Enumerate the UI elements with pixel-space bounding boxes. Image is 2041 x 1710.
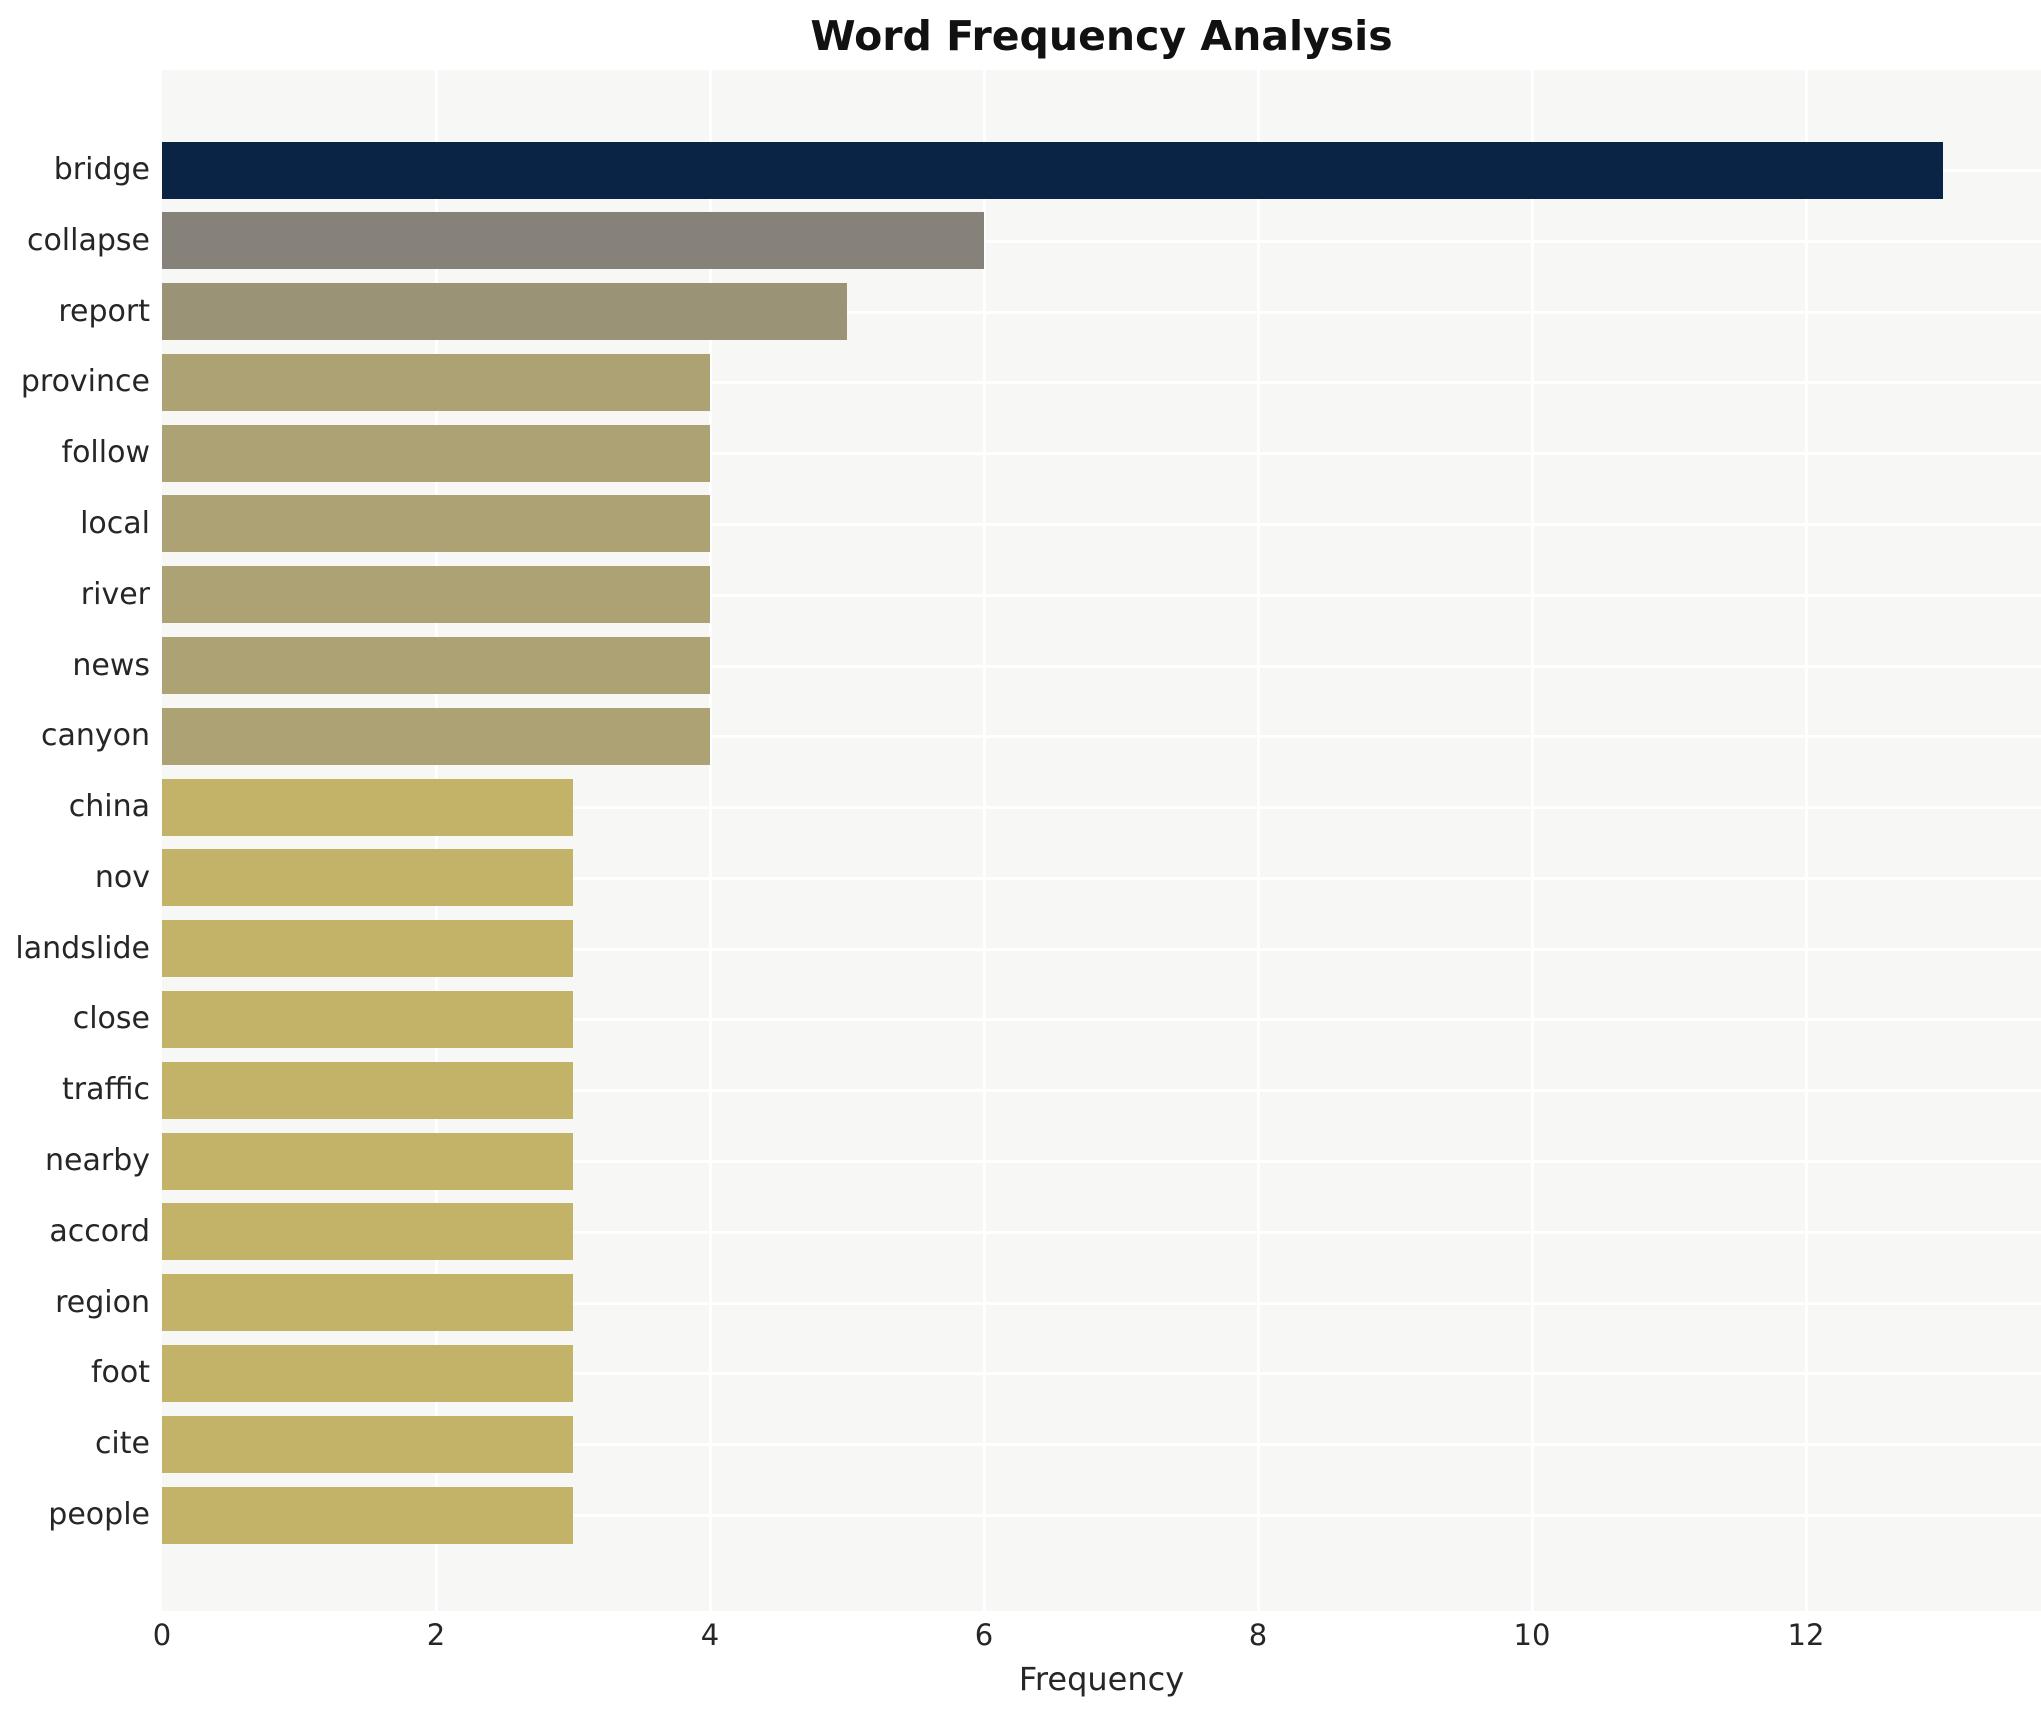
y-tick-label: china [68,789,150,825]
y-gridline [162,1372,2041,1376]
bar-landslide [162,920,573,978]
y-tick-label: river [80,576,150,612]
y-tick-label: news [72,647,150,683]
y-gridline [162,522,2041,526]
y-tick-label: follow [61,435,150,471]
y-tick-label: foot [90,1355,150,1391]
bar-report [162,283,847,341]
x-gridline [709,70,712,1611]
bar-foot [162,1344,573,1402]
bar-follow [162,424,710,482]
y-gridline [162,452,2041,456]
x-tick-label: 12 [1787,1618,1825,1652]
y-tick-label: people [48,1497,150,1532]
bar-cite [162,1415,573,1473]
y-gridline [162,876,2041,880]
x-gridline [1531,70,1534,1611]
x-tick-label: 2 [426,1618,446,1652]
x-gridline [435,70,438,1611]
bar-nearby [162,1132,573,1190]
y-gridline [162,806,2041,810]
x-tick-label: 0 [152,1618,172,1652]
bar-news [162,637,710,695]
y-tick-label: local [80,505,150,541]
y-tick-label: region [55,1284,150,1320]
y-gridline [162,664,2041,668]
x-tick-label: 10 [1513,1618,1551,1652]
y-tick-label: nov [94,859,150,895]
bar-province [162,353,710,411]
y-tick-label: canyon [40,718,150,754]
y-tick-label: collapse [26,222,150,258]
y-tick-label: nearby [45,1143,150,1179]
bar-nov [162,849,573,907]
bar-bridge [162,141,1943,199]
y-gridline [162,735,2041,739]
y-gridline [162,1089,2041,1093]
x-tick-label: 4 [700,1618,720,1652]
bar-people [162,1486,573,1544]
bar-river [162,566,710,624]
y-gridline [162,381,2041,385]
y-gridline [162,1160,2041,1164]
x-axis-title: Frequency [1018,1660,1185,1698]
bar-close [162,990,573,1048]
y-tick-label: report [58,293,150,329]
y-gridline [162,1301,2041,1305]
bar-china [162,778,573,836]
y-tick-label: bridge [53,152,150,187]
x-tick-label: 8 [1248,1618,1268,1652]
y-gridline [162,310,2041,314]
x-gridline [983,70,986,1611]
bar-region [162,1274,573,1332]
y-gridline [162,947,2041,951]
y-tick-label: close [72,1001,150,1037]
bar-traffic [162,1061,573,1119]
bar-canyon [162,707,710,765]
plot-area [162,70,2041,1611]
y-tick-label: province [20,364,150,400]
y-gridline [162,1018,2041,1022]
x-gridline [1257,70,1260,1611]
x-gridline [1805,70,1808,1611]
x-tick-label: 6 [974,1618,994,1652]
y-tick-label: accord [49,1213,150,1249]
y-tick-label: traffic [62,1072,150,1108]
y-gridline [162,239,2041,243]
y-gridline [162,1443,2041,1447]
y-gridline [162,1230,2041,1234]
y-gridline [162,1514,2041,1517]
y-tick-label: landslide [15,930,150,966]
y-gridline [162,593,2041,597]
chart-title: Word Frequency Analysis [810,12,1393,60]
bar-accord [162,1203,573,1261]
y-tick-label: cite [94,1426,150,1462]
bar-collapse [162,212,984,270]
bar-local [162,495,710,553]
